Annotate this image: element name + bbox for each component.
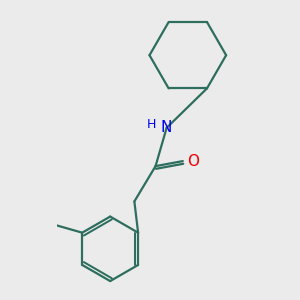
Text: N: N bbox=[161, 120, 172, 135]
Text: H: H bbox=[147, 118, 157, 131]
Text: O: O bbox=[187, 154, 199, 169]
